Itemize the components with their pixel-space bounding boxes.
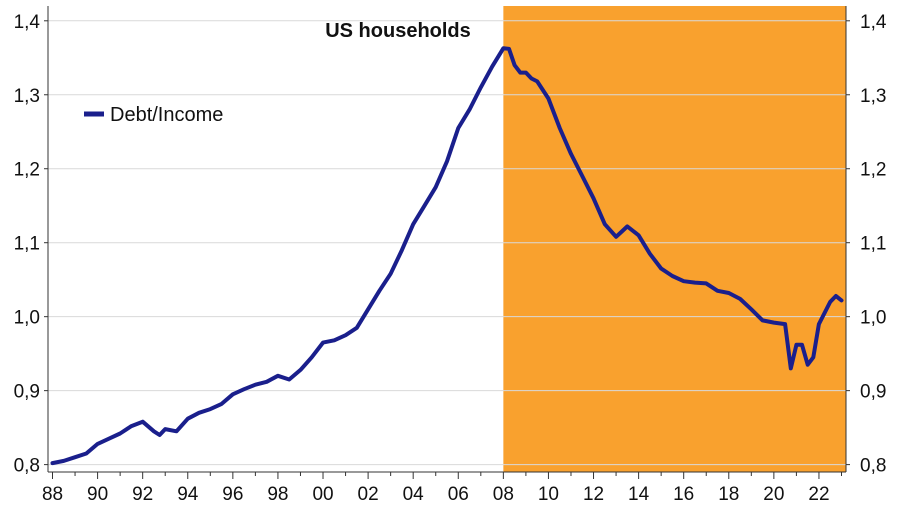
- y-tick-label: 1,2: [860, 160, 886, 181]
- y-axis-right: 0,8 0,9 1,0 1,1 1,2 1,3 1,4: [846, 12, 887, 477]
- x-tick-label: 16: [673, 484, 694, 505]
- x-tick-label: 20: [763, 484, 784, 505]
- y-axis-left: 0,8 0,9 1,0 1,1 1,2 1,3 1,4: [14, 12, 48, 477]
- x-tick-label: 14: [628, 484, 650, 505]
- y-tick-label: 0,8: [14, 456, 40, 477]
- legend-label: Debt/Income: [110, 104, 223, 126]
- x-tick-label: 96: [222, 484, 243, 505]
- shaded-region: [503, 6, 846, 472]
- x-tick-label: 06: [448, 484, 469, 505]
- x-tick-label: 98: [267, 484, 288, 505]
- y-tick-label: 1,4: [14, 12, 41, 33]
- y-tick-label: 1,4: [860, 12, 887, 33]
- x-tick-label: 92: [132, 484, 153, 505]
- x-tick-label: 02: [358, 484, 379, 505]
- series-line-debt-income: [50, 46, 844, 466]
- gridlines: [48, 20, 846, 466]
- legend: Debt/Income: [84, 104, 223, 126]
- x-tick-label: 08: [493, 484, 514, 505]
- x-tick-label: 00: [312, 484, 333, 505]
- x-tick-label: 04: [403, 484, 425, 505]
- y-tick-label: 1,3: [860, 86, 886, 107]
- y-tick-label: 1,1: [860, 234, 886, 255]
- y-tick-label: 1,2: [14, 160, 40, 181]
- y-tick-label: 0,9: [14, 382, 40, 403]
- x-axis: 88 90 92 94 96 98 00 02 04 06 08 10 12 14 16 18 20 22: [42, 472, 842, 505]
- y-tick-label: 1,0: [860, 308, 886, 329]
- y-tick-label: 1,0: [14, 308, 40, 329]
- x-tick-label: 12: [583, 484, 604, 505]
- x-tick-label: 22: [808, 484, 829, 505]
- y-tick-label: 0,8: [860, 456, 886, 477]
- x-tick-label: 10: [538, 484, 559, 505]
- y-tick-label: 0,9: [860, 382, 886, 403]
- y-tick-label: 1,3: [14, 86, 40, 107]
- x-tick-label: 18: [718, 484, 739, 505]
- x-tick-label: 90: [87, 484, 108, 505]
- x-tick-label: 94: [177, 484, 199, 505]
- axes: [47, 6, 847, 473]
- y-tick-label: 1,1: [14, 234, 40, 255]
- chart-title: US households: [325, 20, 471, 42]
- x-tick-label: 88: [42, 484, 63, 505]
- series-layer: [50, 46, 844, 466]
